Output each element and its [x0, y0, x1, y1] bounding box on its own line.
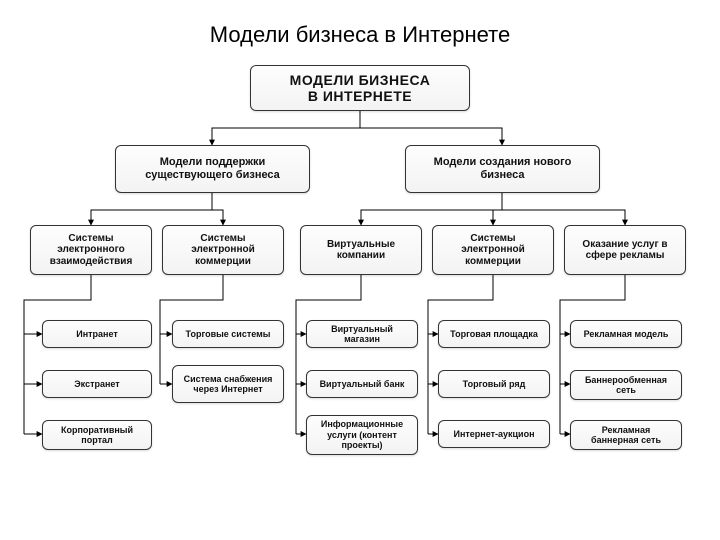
node-internet-auction: Интернет-аукцион: [438, 420, 550, 448]
node-virtual-bank: Виртуальный банк: [306, 370, 418, 398]
node-existing-business: Модели поддержки существующего бизнеса: [115, 145, 310, 193]
node-virtual-companies: Виртуальные компании: [300, 225, 422, 275]
node-advertising: Оказание услуг в сфере рекламы: [564, 225, 686, 275]
root-line1: МОДЕЛИ БИЗНЕСА: [290, 72, 431, 88]
node-intranet: Интранет: [42, 320, 152, 348]
node-e-commerce-left: Системы электронной коммерции: [162, 225, 284, 275]
node-banner-exchange: Баннерообменная сеть: [570, 370, 682, 400]
root-line2: В ИНТЕРНЕТЕ: [290, 88, 431, 104]
node-e-commerce-right: Системы электронной коммерции: [432, 225, 554, 275]
node-marketplace: Торговая площадка: [438, 320, 550, 348]
node-extranet: Экстранет: [42, 370, 152, 398]
node-e-interaction: Системы электронного взаимодействия: [30, 225, 152, 275]
node-corp-portal: Корпоративный портал: [42, 420, 152, 450]
page-title: Модели бизнеса в Интернете: [0, 0, 720, 48]
node-ad-model: Рекламная модель: [570, 320, 682, 348]
node-root: МОДЕЛИ БИЗНЕСА В ИНТЕРНЕТЕ: [250, 65, 470, 111]
node-ad-banner-net: Рекламная баннерная сеть: [570, 420, 682, 450]
node-supply-system: Система снабжения через Интернет: [172, 365, 284, 403]
node-trade-row: Торговый ряд: [438, 370, 550, 398]
node-content-projects: Информационные услуги (контент проекты): [306, 415, 418, 455]
node-virtual-store: Виртуальный магазин: [306, 320, 418, 348]
node-trade-systems: Торговые системы: [172, 320, 284, 348]
node-new-business: Модели создания нового бизнеса: [405, 145, 600, 193]
